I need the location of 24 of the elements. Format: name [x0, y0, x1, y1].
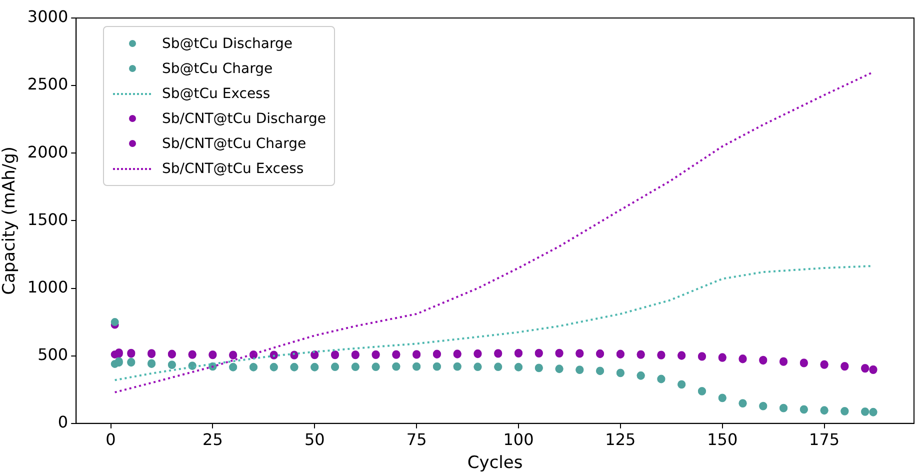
x-tick-label: 150: [707, 430, 738, 450]
y-tick-label: 1000: [27, 277, 68, 296]
y-tick-label: 0: [58, 412, 68, 432]
point: [110, 318, 119, 326]
x-tick-label: 100: [503, 430, 534, 450]
legend-label: Sb/CNT@tCu Charge: [162, 136, 306, 152]
legend-label: Sb@tCu Charge: [162, 60, 273, 76]
x-tick-label: 175: [809, 430, 840, 450]
y-tick-label: 3000: [27, 7, 68, 26]
y-tick-label: 2500: [27, 74, 68, 94]
x-axis-title: Cycles: [467, 453, 523, 474]
y-tick-label: 1500: [27, 210, 68, 229]
y-tick-label: 500: [38, 344, 68, 364]
legend-label: Sb/CNT@tCu Discharge: [162, 110, 326, 126]
x-tick-label: 50: [304, 430, 325, 450]
legend-label: Sb@tCu Excess: [162, 86, 270, 102]
x-tick-label: 125: [605, 430, 636, 450]
x-tick-label: 75: [406, 430, 427, 450]
y-tick-label: 2000: [27, 142, 68, 162]
legend-label: Sb@tCu Discharge: [162, 36, 292, 52]
legend-label: Sb/CNT@tCu Excess: [162, 160, 304, 176]
x-tick-label: 0: [106, 430, 116, 450]
x-tick-label: 25: [202, 430, 223, 450]
y-axis-title: Capacity (mAh/g): [0, 146, 20, 295]
